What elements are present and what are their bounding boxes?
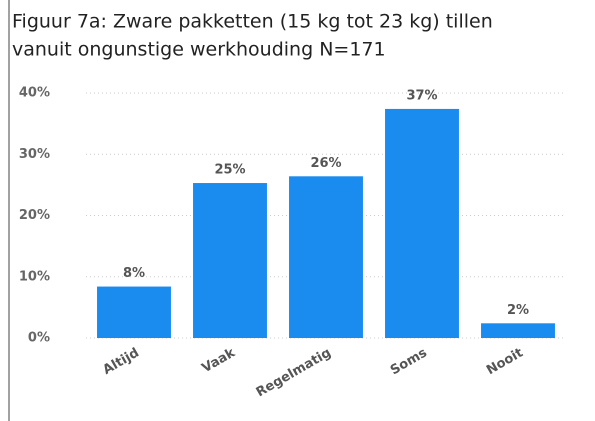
x-tick-label: Regelmatig [254,346,334,401]
chart-title: vanuit ongunstige werkhouding N=171 [12,39,386,61]
y-tick-label: 10% [19,269,50,284]
y-tick-label: 40% [19,86,50,101]
bar [481,323,555,338]
x-tick-label: Vaak [199,345,238,376]
bar [97,286,171,338]
y-tick-label: 30% [19,147,50,162]
value-label: 25% [214,163,245,178]
value-label: 26% [310,156,341,171]
x-tick-label: Soms [388,345,430,378]
bar [385,108,459,338]
y-tick-label: 20% [19,208,50,223]
x-tick-label: Altijd [101,346,142,378]
x-tick-label: Nooit [484,346,526,379]
value-label: 37% [406,88,437,103]
bar [289,176,363,338]
y-tick-label: 0% [28,331,50,346]
value-label: 2% [507,303,529,318]
bar [193,183,267,338]
value-label: 8% [123,266,145,281]
chart-title: Figuur 7a: Zware pakketten (15 kg tot 23… [12,11,493,33]
